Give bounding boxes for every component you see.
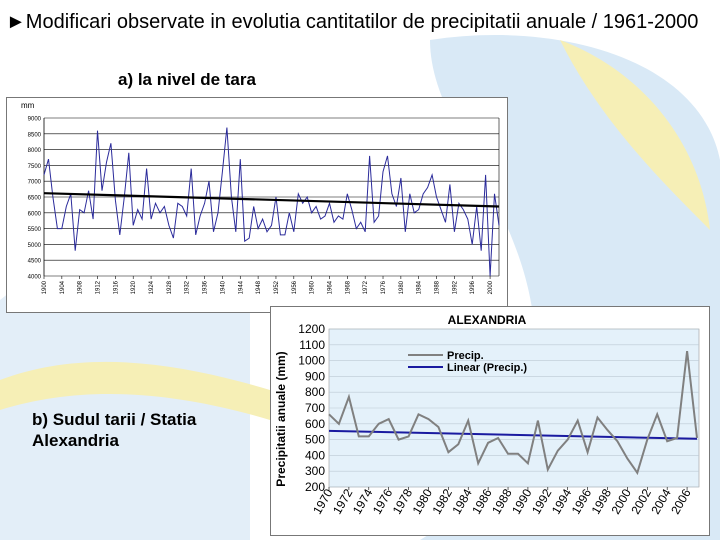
x-tick-label: 1976: [381, 280, 387, 294]
y-tick-label: 7500: [28, 164, 42, 170]
x-tick-label: 1960: [310, 280, 316, 294]
precipitation-line: [43, 127, 500, 277]
x-tick-label: 1972: [363, 280, 369, 294]
x-tick-label: 1974: [350, 486, 376, 516]
x-tick-label: 1980: [410, 486, 436, 516]
precipitation-line: [328, 350, 698, 476]
x-tick-label: 1936: [203, 280, 209, 294]
x-tick-label: 2006: [668, 486, 694, 516]
x-tick-label: 1986: [469, 486, 495, 516]
x-tick-label: 1972: [330, 486, 356, 516]
x-tick-label: 1948: [256, 280, 262, 294]
y-tick-label: 5000: [28, 243, 42, 249]
legend-entry-linear: Linear (Precip.): [447, 362, 527, 374]
x-tick-label: 1992: [529, 486, 555, 516]
y-tick-label: 300: [305, 464, 325, 478]
x-tick-label: 1968: [345, 280, 351, 294]
y-tick-label: 400: [305, 448, 325, 462]
x-tick-label: 1944: [238, 280, 244, 294]
x-tick-label: 1952: [274, 280, 280, 294]
slide-title: ►Modificari observate in evolutia cantit…: [6, 11, 699, 33]
x-tick-label: 1924: [149, 280, 155, 294]
x-tick-label: 1980: [399, 280, 405, 294]
x-tick-label: 1998: [589, 486, 615, 516]
x-tick-label: 1982: [429, 486, 455, 516]
x-tick-label: 1920: [131, 280, 137, 294]
x-tick-label: 1940: [220, 280, 226, 294]
subtitle-alexandria: b) Sudul tarii / Statia Alexandria: [32, 410, 197, 450]
x-tick-label: 1908: [78, 280, 84, 294]
y-tick-label: 4500: [28, 259, 42, 265]
y-tick-label: 1000: [298, 354, 325, 368]
x-tick-label: 1990: [509, 486, 535, 516]
y-tick-label: 1100: [299, 338, 325, 352]
x-tick-label: 1996: [569, 486, 595, 516]
x-tick-label: 1988: [489, 486, 515, 516]
trend-line: [43, 192, 500, 208]
x-tick-label: 1956: [292, 280, 298, 294]
y-tick-label: 7000: [28, 180, 42, 186]
x-tick-label: 1912: [96, 280, 102, 294]
legend: Precip. Linear (Precip.): [408, 350, 527, 374]
x-tick-label: 2000: [488, 280, 494, 294]
y-tick-label: 8500: [28, 132, 42, 138]
y-tick-label: 800: [305, 385, 325, 399]
unit-label: mm: [21, 101, 35, 110]
x-tick-label: 1904: [60, 280, 66, 294]
y-tick-label: 1200: [298, 322, 325, 336]
x-tick-label: 1992: [452, 280, 458, 294]
y-tick-label: 6500: [28, 196, 42, 202]
x-tick-label: 1988: [435, 280, 441, 294]
y-tick-label: 9000: [28, 117, 42, 123]
chart-alexandria-title: ALEXANDRIA: [448, 313, 527, 327]
y-tick-label: 500: [305, 433, 325, 447]
x-tick-label: 1928: [167, 280, 173, 294]
subtitle-national: a) la nivel de tara: [118, 70, 256, 89]
y-tick-label: 200: [305, 480, 325, 494]
y-tick-label: 6000: [28, 211, 42, 217]
x-tick-label: 1996: [470, 280, 476, 294]
x-tick-label: 1900: [42, 280, 48, 294]
x-tick-label: 2002: [628, 486, 654, 516]
x-tick-label: 1976: [370, 486, 396, 516]
x-tick-label: 1994: [549, 486, 575, 516]
y-tick-label: 900: [305, 369, 325, 383]
chart-alexandria-panel: 200 300 400 500 600 700 800 900 1000 1100 1200 197…: [270, 306, 710, 536]
chart-national: 4000 4500 5000 5500 6000 6500 7000 7500 8000 8500…: [21, 101, 500, 294]
x-tick-label: 1984: [417, 280, 423, 294]
x-tick-label: 1916: [113, 280, 119, 294]
x-tick-label: 1964: [327, 280, 333, 294]
x-tick-label: 1932: [185, 280, 191, 294]
x-tick-label: 1978: [390, 486, 416, 516]
chart-national-panel: 4000 4500 5000 5500 6000 6500 7000 7500 8000 8500…: [6, 97, 508, 313]
y-tick-label: 5500: [28, 227, 42, 233]
y-tick-label: 700: [305, 401, 325, 415]
y-tick-label: 600: [305, 417, 325, 431]
trend-line-linear: [328, 429, 698, 440]
y-tick-label: 8000: [28, 148, 42, 154]
y-tick-label: 4000: [28, 275, 42, 281]
x-tick-label: 2004: [648, 486, 674, 516]
y-axis-label: Precipitatii anuale (mm): [274, 351, 288, 486]
legend-entry-precip: Precip.: [447, 350, 484, 362]
x-tick-label: 2000: [609, 486, 635, 516]
x-tick-label: 1984: [449, 486, 475, 516]
